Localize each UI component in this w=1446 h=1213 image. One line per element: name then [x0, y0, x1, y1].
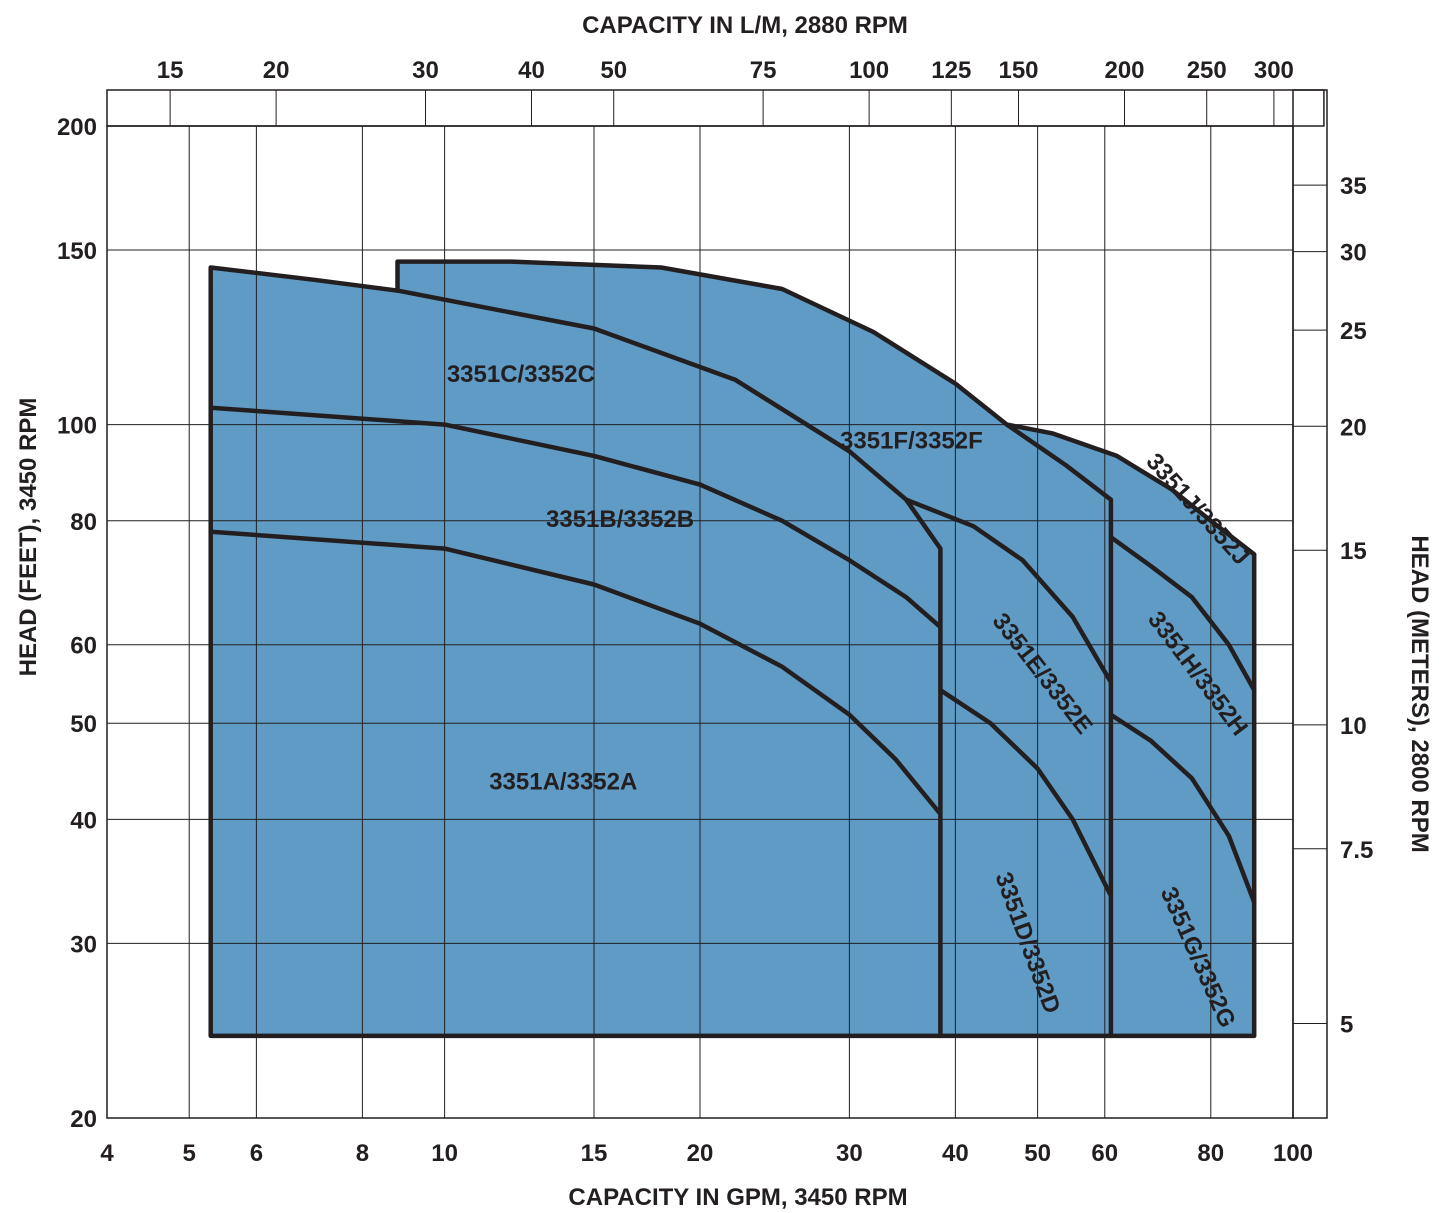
right-tick-label: 20 — [1340, 414, 1367, 441]
curve-d — [938, 687, 1114, 899]
fill-outline-right-block — [940, 424, 1255, 1036]
x-tick-label: 100 — [1273, 1140, 1313, 1167]
outline-left-block — [208, 265, 943, 1039]
curve-h — [1108, 712, 1257, 905]
top-tick-label: 50 — [600, 57, 627, 84]
region-label: 3351A/3352A — [489, 769, 637, 796]
y-tick-label: 40 — [70, 807, 97, 834]
top-tick-label: 250 — [1187, 57, 1227, 84]
right-tick-label: 15 — [1340, 538, 1367, 565]
right-tick-label: 30 — [1340, 240, 1367, 267]
y-tick-label: 20 — [70, 1106, 97, 1133]
x-tick-label: 5 — [183, 1140, 196, 1167]
right-tick-label: 5 — [1340, 1011, 1353, 1038]
right-tick-label: 25 — [1340, 318, 1367, 345]
x-tick-label: 4 — [100, 1140, 114, 1167]
bottom-axis-title: CAPACITY IN GPM, 3450 RPM — [568, 1184, 907, 1211]
y-tick-label: 200 — [57, 114, 97, 141]
top-tick-label: 150 — [998, 57, 1038, 84]
right-tick-label: 7.5 — [1340, 837, 1373, 864]
top-tick-label: 75 — [750, 57, 777, 84]
right-axis-strip: 5 7.5 10 15 20 25 30 35 — [1292, 89, 1373, 1119]
x-tick-label: 80 — [1197, 1140, 1224, 1167]
outline-upper-top — [395, 259, 1114, 1039]
right-axis-title: HEAD (METERS), 2800 RPM — [1406, 535, 1433, 852]
right-axis-box — [1292, 89, 1328, 1119]
top-tick-label: 125 — [931, 57, 971, 84]
top-tick-label: 200 — [1104, 57, 1144, 84]
x-tick-label: 8 — [356, 1140, 369, 1167]
x-tick-label: 60 — [1091, 1140, 1118, 1167]
curve-b — [208, 405, 943, 630]
region-label: 3351B/3352B — [546, 506, 694, 533]
y-tick-label: 30 — [70, 931, 97, 958]
right-tick-label: 35 — [1340, 173, 1367, 200]
x-tick-label: 20 — [687, 1140, 714, 1167]
curve-j — [1108, 534, 1257, 693]
right-tick-label: 10 — [1340, 713, 1367, 740]
x-tick-label: 30 — [836, 1140, 863, 1167]
region-label: 3351C/3352C — [447, 361, 595, 388]
x-tick-label: 6 — [250, 1140, 263, 1167]
x-tick-label: 15 — [581, 1140, 608, 1167]
y-tick-label: 100 — [57, 413, 97, 440]
x-tick-label: 40 — [942, 1140, 969, 1167]
region-label: 3351F/3352F — [840, 428, 983, 455]
top-axis-strip: 15 20 30 40 50 75 100 125 150 200 250 300 — [106, 57, 1325, 127]
left-axis-title: HEAD (FEET), 3450 RPM — [15, 398, 42, 677]
top-tick-label: 30 — [412, 57, 439, 84]
y-tick-label: 80 — [70, 509, 97, 536]
curve-e — [903, 497, 1114, 685]
y-tick-label: 50 — [70, 711, 97, 738]
x-tick-label: 50 — [1024, 1140, 1051, 1167]
y-tick-label: 150 — [57, 238, 97, 265]
fill-outline-upper-top — [210, 261, 1111, 1036]
chart-grid — [107, 126, 1293, 1118]
outline-right-block — [1004, 422, 1257, 1039]
top-axis-box — [106, 89, 1325, 127]
top-tick-label: 100 — [849, 57, 889, 84]
chart-fill-layer — [210, 261, 1255, 1036]
y-tick-label: 60 — [70, 633, 97, 660]
chart-curves-layer — [208, 259, 1257, 1039]
top-tick-label: 20 — [263, 57, 290, 84]
top-tick-label: 15 — [157, 57, 184, 84]
curve-a — [208, 529, 943, 817]
top-tick-label: 40 — [518, 57, 545, 84]
top-axis-title: CAPACITY IN L/M, 2880 RPM — [582, 12, 908, 39]
x-tick-label: 10 — [431, 1140, 458, 1167]
top-tick-label: 300 — [1254, 57, 1294, 84]
